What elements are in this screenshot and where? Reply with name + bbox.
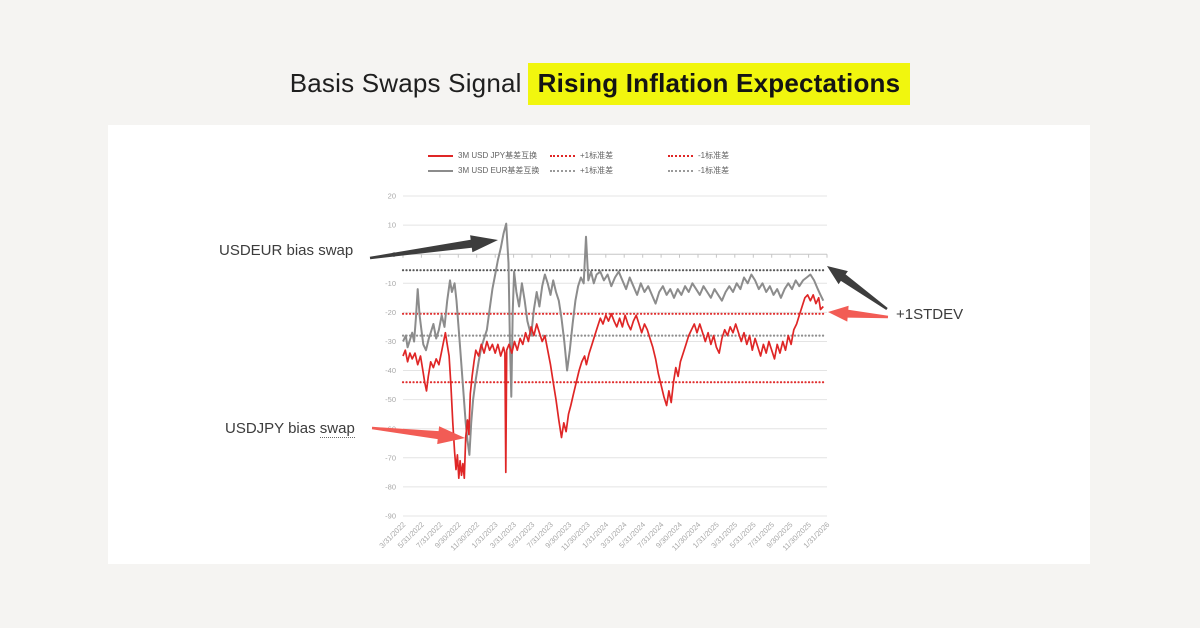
chart-card bbox=[108, 125, 1090, 564]
legend-label: +1标准差 bbox=[580, 151, 614, 160]
jpy-minus1std-swatch bbox=[668, 154, 693, 157]
legend-label: -1标准差 bbox=[698, 166, 730, 175]
stdev-annotation: +1STDEV bbox=[896, 306, 964, 323]
jpy-line-swatch bbox=[428, 154, 453, 157]
legend-label: 3M USD JPY基差互换 bbox=[458, 151, 538, 160]
legend-label: 3M USD EUR基差互换 bbox=[458, 166, 540, 175]
eur-minus1std-swatch bbox=[668, 169, 693, 172]
title-prefix: Basis Swaps Signal bbox=[289, 68, 522, 98]
title-highlight: Rising Inflation Expectations bbox=[527, 63, 911, 105]
jpy-plus1std-swatch bbox=[550, 154, 575, 157]
legend-item-jpy-line: 3M USD JPY基差互换 bbox=[428, 150, 550, 161]
usdjpy-annotation-underlined: swap bbox=[319, 420, 355, 438]
legend-label: -1标准差 bbox=[698, 151, 730, 160]
legend-item-jpy-minus1std: -1标准差 bbox=[668, 150, 758, 161]
legend-item-jpy-plus1std: +1标准差 bbox=[550, 150, 668, 161]
usdeur-annotation: USDEUR bias swap bbox=[219, 242, 354, 259]
legend-item-eur-line: 3M USD EUR基差互换 bbox=[428, 165, 550, 176]
eur-plus1std-swatch bbox=[550, 169, 575, 172]
eur-line-swatch bbox=[428, 169, 453, 172]
legend-item-eur-plus1std: +1标准差 bbox=[550, 165, 668, 176]
legend-item-eur-minus1std: -1标准差 bbox=[668, 165, 758, 176]
chart-legend: 3M USD JPY基差互换 +1标准差 -1标准差 3M USD EUR基差互… bbox=[428, 150, 758, 176]
usdjpy-annotation-text: USDJPY bias bbox=[225, 420, 316, 437]
usdjpy-annotation: USDJPY bias swap bbox=[225, 420, 355, 438]
legend-label: +1标准差 bbox=[580, 166, 614, 175]
page-title: Basis Swaps Signal Rising Inflation Expec… bbox=[0, 63, 1200, 105]
